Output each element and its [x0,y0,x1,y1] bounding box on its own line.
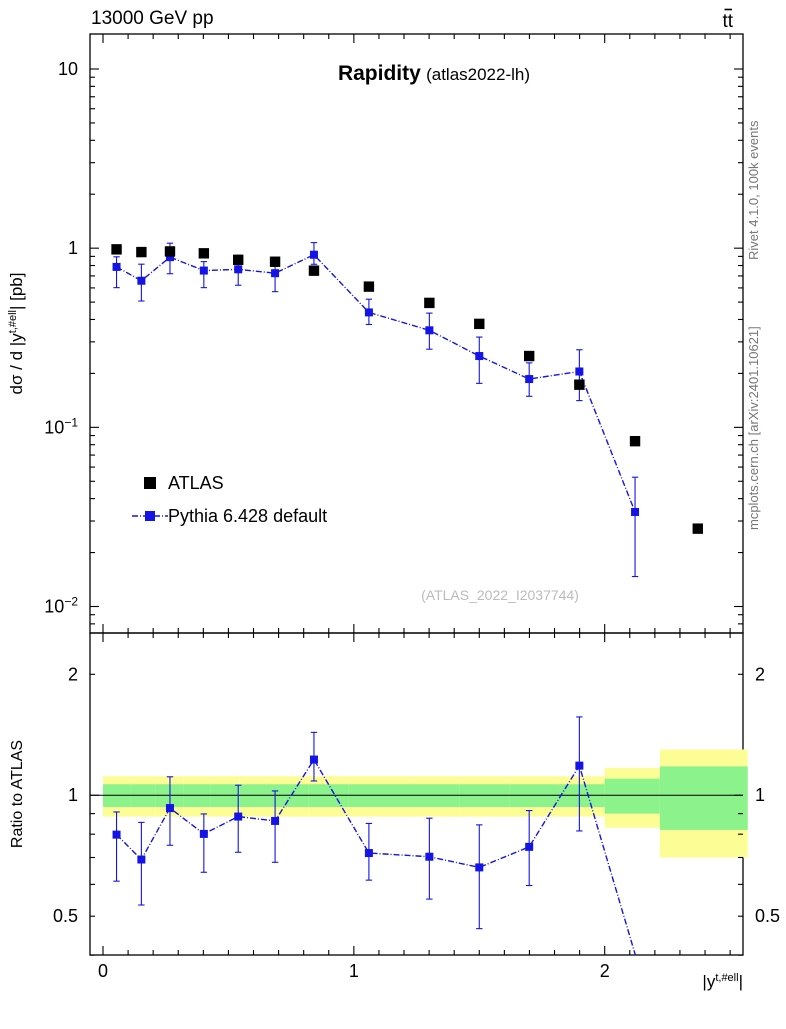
svg-text:mcplots.cern.ch [arXiv:2401.10: mcplots.cern.ch [arXiv:2401.10621] [746,326,761,530]
svg-text:13000 GeV pp: 13000 GeV pp [91,8,214,29]
svg-text:1: 1 [68,785,78,805]
svg-text:dσ / d |yt,#ell| [pb]: dσ / d |yt,#ell| [pb] [7,273,26,395]
svg-text:1: 1 [755,785,765,805]
svg-text:0.5: 0.5 [53,906,78,926]
svg-text:0.5: 0.5 [755,906,780,926]
svg-text:Rapidity (atlas2022-lh): Rapidity (atlas2022-lh) [338,62,530,85]
svg-text:tt: tt [722,11,733,32]
svg-text:Pythia 6.428 default: Pythia 6.428 default [168,506,327,526]
svg-text:2: 2 [755,664,765,684]
svg-text:10: 10 [58,59,78,79]
svg-text:2: 2 [600,961,610,981]
svg-text:ATLAS: ATLAS [168,473,224,493]
svg-text:(ATLAS_2022_I2037744): (ATLAS_2022_I2037744) [421,587,579,603]
svg-text:0: 0 [98,961,108,981]
svg-text:1: 1 [349,961,359,981]
svg-text:Ratio to ATLAS: Ratio to ATLAS [9,740,26,848]
svg-text:1: 1 [68,238,78,258]
svg-text:2: 2 [68,664,78,684]
svg-text:Rivet 4.1.0, 100k events: Rivet 4.1.0, 100k events [746,120,761,260]
